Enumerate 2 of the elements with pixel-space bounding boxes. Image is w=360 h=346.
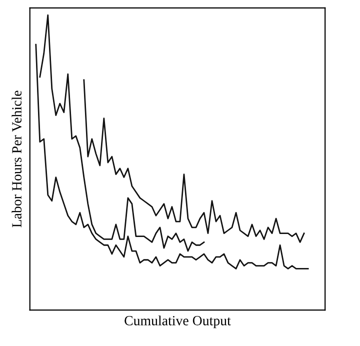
y-axis-title: Labor Hours Per Vehicle	[12, 90, 22, 228]
x-axis-title: Cumulative Output	[124, 316, 231, 328]
